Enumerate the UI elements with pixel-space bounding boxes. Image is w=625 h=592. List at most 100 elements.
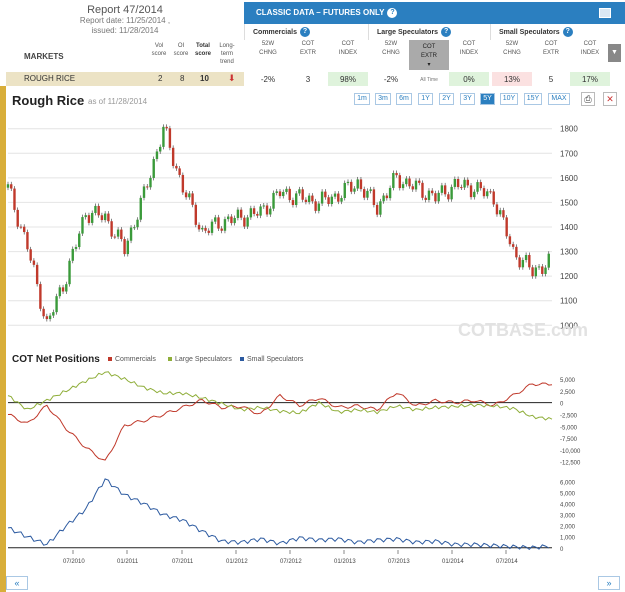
candle [534, 267, 538, 277]
value-cell: 0% [449, 72, 489, 86]
y-tick-label: 1200 [560, 272, 578, 281]
cot-title: COT Net Positions [12, 354, 100, 365]
range-button-2y[interactable]: 2Y [439, 93, 454, 105]
candle [120, 229, 123, 240]
printer-icon[interactable] [599, 8, 611, 18]
y-tick-label: -10,000 [560, 449, 581, 455]
range-button-1y[interactable]: 1Y [418, 93, 433, 105]
range-button-10y[interactable]: 10Y [500, 93, 518, 105]
y-tick-label: 1700 [560, 149, 578, 158]
candle [307, 195, 311, 202]
header-col-l1: Long-term [219, 43, 235, 57]
sub-header-l2: INDEX [338, 50, 358, 56]
dropdown-button[interactable]: ▼ [608, 44, 621, 62]
header-col: Long-term trend [216, 42, 238, 66]
candle [207, 230, 210, 233]
help-icon[interactable]: ? [441, 27, 452, 37]
candle [320, 191, 324, 204]
report-info: Report 47/2014 Report date: 11/25/2014 ,… [70, 4, 180, 36]
candle [379, 201, 382, 215]
candle [90, 212, 94, 223]
header-col-l2: trend [220, 59, 234, 65]
range-button-6m[interactable]: 6m [396, 93, 412, 105]
candle [265, 205, 269, 215]
range-button-1m[interactable]: 1m [354, 93, 370, 105]
legend-swatch [108, 357, 112, 362]
market-row-rough-rice[interactable]: ROUGH RICE 2 8 10 ⬇ [6, 72, 244, 86]
y-tick-label: 1800 [560, 125, 578, 134]
prev-button[interactable]: « [6, 576, 28, 590]
help-icon[interactable]: ? [387, 8, 398, 18]
candle [356, 179, 359, 189]
candle [29, 249, 32, 261]
candle [171, 147, 175, 166]
candle [291, 200, 295, 206]
candle [230, 216, 233, 224]
help-icon[interactable]: ? [562, 27, 573, 37]
y-tick-label: -12,500 [560, 461, 581, 467]
sub-header[interactable]: COT EXTR [288, 40, 328, 58]
sub-header[interactable]: COT INDEX [328, 40, 368, 58]
watermark: COTBASE.com [458, 320, 588, 340]
candle [52, 312, 55, 316]
next-button[interactable]: » [598, 576, 620, 590]
sub-header[interactable]: 52W CHNG [371, 40, 411, 58]
report-title: Report 47/2014 [87, 4, 163, 16]
candle [6, 184, 10, 188]
candle [285, 188, 288, 192]
y-tick-label: 1300 [560, 248, 578, 257]
candle [388, 187, 392, 199]
candle [382, 195, 385, 202]
range-button-3m[interactable]: 3m [375, 93, 391, 105]
sub-header[interactable]: COT INDEX [570, 40, 610, 58]
y-tick-label: 1,000 [560, 536, 576, 542]
legend-label: Small Speculators [247, 356, 304, 363]
candle [210, 221, 214, 233]
sub-header[interactable]: 52W CHNG [492, 40, 532, 58]
range-button-15y[interactable]: 15Y [524, 93, 542, 105]
y-tick-label: 6,000 [560, 481, 576, 487]
candle [333, 193, 337, 197]
candle [453, 179, 457, 187]
y-tick-label: 1600 [560, 174, 578, 183]
candle [74, 247, 78, 249]
sub-header[interactable]: COT INDEX [449, 40, 489, 58]
header-col-l1: OI [177, 43, 185, 49]
sub-header[interactable]: COT EXTR ▾ [409, 40, 449, 70]
print-chart-button[interactable]: ⎙ [581, 92, 595, 106]
range-button-max[interactable]: MAX [548, 93, 570, 105]
header-col-l2: score [151, 51, 167, 57]
candle [524, 255, 528, 261]
candle [197, 224, 201, 230]
candle [256, 213, 259, 216]
sub-header[interactable]: 52W CHNG [248, 40, 288, 58]
candle [547, 253, 550, 268]
classic-data-header: CLASSIC DATA – FUTURES ONLY? [244, 2, 625, 24]
candle [463, 179, 466, 188]
header-col: Vol score [148, 42, 170, 58]
candle [521, 260, 525, 268]
sub-header-l2: EXTR [542, 50, 559, 56]
candle [239, 209, 243, 218]
candle [424, 197, 427, 200]
report-date: Report date: 11/25/2014 , [79, 16, 171, 25]
help-icon[interactable]: ? [299, 27, 310, 37]
candle [16, 209, 19, 227]
legend-label: Large Speculators [175, 356, 232, 363]
candle [146, 186, 149, 188]
sub-header-l2: CHNG [503, 50, 521, 56]
range-button-3y[interactable]: 3Y [460, 93, 475, 105]
candle [246, 217, 249, 227]
candle [126, 240, 130, 255]
close-button[interactable]: ✕ [603, 92, 617, 106]
candle [113, 236, 117, 238]
sub-header-l2: CHNG [382, 50, 400, 56]
cot-net-positions-chart: 5,000 2,500 0 -2,500 -5,000 -7,500 -10,000 -12,… [7, 371, 581, 467]
y-tick-label: 0 [560, 402, 564, 408]
candle [327, 197, 330, 205]
market-name[interactable]: ROUGH RICE [24, 74, 76, 83]
candle [19, 226, 23, 228]
range-button-5y[interactable]: 5Y [480, 93, 495, 105]
sub-header[interactable]: COT EXTR [531, 40, 571, 58]
candle [191, 193, 194, 205]
